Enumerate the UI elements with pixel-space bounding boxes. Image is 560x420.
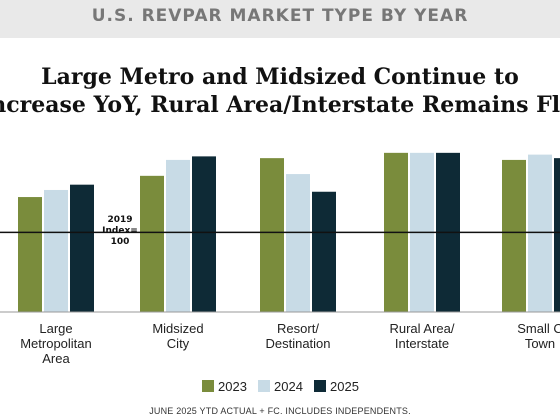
category-label-1-1: City [167,336,190,351]
footer-note: JUNE 2025 YTD ACTUAL + FC. INCLUDES INDE… [149,406,411,416]
category-label-0-2: Area [42,351,70,366]
category-label-3-1: Interstate [395,336,449,351]
legend-label-2025: 2025 [330,379,359,394]
bar-2023-2 [260,158,284,312]
bar-2023-1 [140,175,164,312]
bar-2023-0 [18,197,42,312]
bar-2025-1 [192,156,216,312]
category-label-0-0: Large [39,321,72,336]
header-band [0,0,560,38]
bar-2025-4 [554,158,560,312]
category-label-2-1: Destination [265,336,330,351]
bar-2024-2 [286,174,310,312]
chart-headline-line-1: Large Metro and Midsized Continue to [41,64,519,90]
legend-swatch-2023 [202,380,214,392]
legend-label-2023: 2023 [218,379,247,394]
bar-2024-4 [528,154,552,312]
chart-header-title: U.S. REVPAR MARKET TYPE BY YEAR [91,6,469,26]
legend-swatch-2024 [258,380,270,392]
reference-label-line-0: 2019 [107,215,132,225]
reference-label-line-2: 100 [111,237,130,247]
legend-swatch-2025 [314,380,326,392]
category-label-2-0: Resort/ [277,321,319,336]
bar-2023-4 [502,159,526,312]
bar-2025-2 [312,191,336,312]
category-label-1-0: Midsized [152,321,203,336]
category-label-4-0: Small C [517,321,560,336]
chart-headline-line-2: Increase YoY, Rural Area/Interstate Rema… [0,92,560,118]
bar-2024-0 [44,189,68,312]
bar-2024-1 [166,159,190,312]
legend-label-2024: 2024 [274,379,303,394]
category-label-4-1: Town [525,336,555,351]
bar-2025-0 [70,184,94,312]
reference-label-line-1: Index= [102,226,138,236]
category-label-0-1: Metropolitan [20,336,92,351]
category-label-3-0: Rural Area/ [389,321,454,336]
